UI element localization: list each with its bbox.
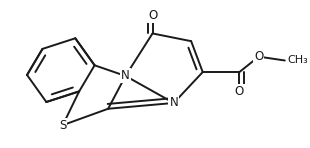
Text: N: N: [169, 96, 178, 110]
Text: S: S: [59, 119, 66, 132]
Text: N: N: [121, 69, 130, 82]
Text: O: O: [235, 85, 244, 98]
Text: CH₃: CH₃: [288, 56, 308, 65]
Text: O: O: [148, 9, 157, 22]
Text: O: O: [254, 50, 263, 63]
